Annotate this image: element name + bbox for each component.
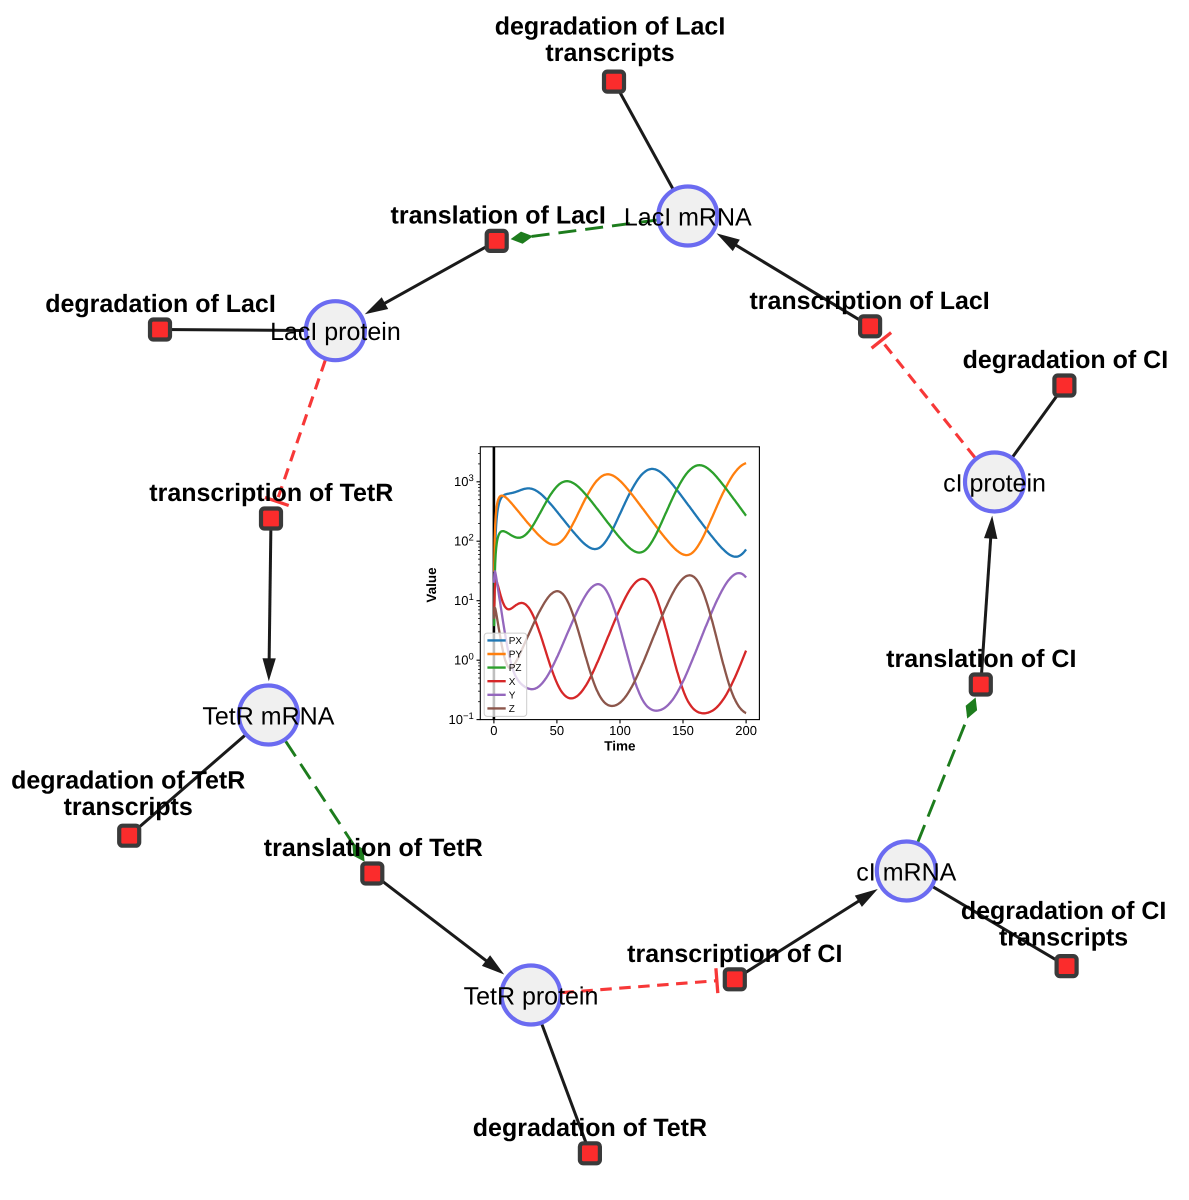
svg-text:Z: Z [509,704,515,715]
svg-text:LacI protein: LacI protein [270,318,401,346]
svg-text:translation of TetR: translation of TetR [264,834,483,862]
svg-text:degradation of TetR: degradation of TetR [11,767,245,795]
svg-text:200: 200 [735,723,757,738]
svg-text:PY: PY [509,650,523,661]
svg-text:transcription of CI: transcription of CI [627,940,842,968]
svg-text:150: 150 [672,723,694,738]
svg-text:transcription of TetR: transcription of TetR [149,479,393,507]
svg-text:translation of CI: translation of CI [886,645,1076,673]
svg-text:PZ: PZ [509,663,522,674]
svg-text:degradation of CI: degradation of CI [963,346,1169,374]
svg-text:transcripts: transcripts [999,924,1128,952]
svg-text:transcripts: transcripts [545,39,674,67]
svg-text:50: 50 [550,723,564,738]
svg-text:100: 100 [609,723,631,738]
svg-text:degradation of CI: degradation of CI [961,897,1167,925]
svg-text:degradation of TetR: degradation of TetR [473,1114,707,1142]
svg-text:LacI mRNA: LacI mRNA [624,204,752,232]
svg-text:PX: PX [509,636,523,647]
svg-text:Value: Value [424,567,439,603]
svg-text:TetR mRNA: TetR mRNA [202,703,334,731]
svg-text:degradation of LacI: degradation of LacI [495,13,726,41]
svg-text:transcription of LacI: transcription of LacI [749,287,989,315]
svg-text:Time: Time [604,739,636,754]
svg-text:cI mRNA: cI mRNA [856,859,956,887]
svg-text:translation of LacI: translation of LacI [391,201,606,229]
svg-text:0: 0 [490,723,497,738]
svg-text:cI protein: cI protein [943,470,1046,498]
svg-text:Y: Y [509,690,516,701]
svg-text:X: X [509,677,516,688]
svg-text:TetR protein: TetR protein [464,983,599,1011]
svg-text:transcripts: transcripts [64,793,193,821]
svg-text:degradation of LacI: degradation of LacI [45,290,276,318]
